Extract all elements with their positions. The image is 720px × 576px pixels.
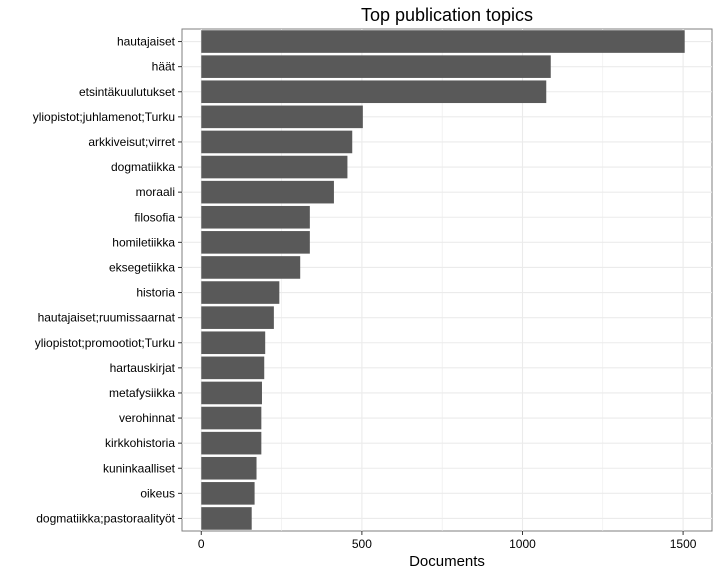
x-tick-label: 1500: [670, 537, 697, 551]
bar: [201, 205, 310, 229]
bar: [201, 431, 262, 455]
y-tick-label: häät: [152, 60, 176, 74]
y-tick-label: dogmatiikka;pastoraalityöt: [36, 511, 175, 525]
bar: [201, 482, 255, 505]
bar: [201, 281, 280, 304]
y-tick-label: filosofia: [134, 210, 175, 224]
bar: [201, 331, 266, 355]
y-tick-label: arkkiveisut;virret: [88, 135, 175, 149]
x-tick-label: 0: [198, 537, 205, 551]
y-tick-label: etsintäkuulutukset: [79, 85, 176, 99]
y-tick-label: historia: [136, 286, 175, 300]
bar: [201, 80, 547, 104]
y-tick-label: hautajaiset: [117, 35, 176, 49]
y-tick-label: yliopistot;juhlamenot;Turku: [33, 110, 175, 124]
y-axis: hautajaiset häät etsintäkuulutukset yliopis…: [33, 35, 182, 525]
x-axis-label: Documents: [409, 553, 485, 570]
y-tick-label: kirkkohistoria: [105, 436, 175, 450]
bar: [201, 256, 301, 279]
bar: [201, 105, 363, 129]
bar: [201, 406, 262, 430]
x-axis: 0 500 1000 1500: [198, 531, 697, 551]
y-tick-label: moraali: [136, 185, 175, 199]
plot-panel: [181, 28, 713, 532]
bar: [201, 306, 274, 329]
y-tick-label: metafysiikka: [109, 386, 175, 400]
bar: [201, 30, 685, 53]
bar: [201, 180, 334, 204]
y-tick-label: homiletiikka: [112, 235, 175, 249]
y-tick-label: yliopistot;promootiot;Turku: [35, 336, 175, 350]
y-tick-label: kuninkaalliset: [103, 461, 176, 475]
y-tick-label: verohinnat: [119, 411, 176, 425]
bar: [201, 381, 262, 405]
x-tick-label: 500: [352, 537, 372, 551]
y-tick-label: hartauskirjat: [110, 361, 176, 375]
y-tick-label: hautajaiset;ruumissaarnat: [38, 311, 176, 325]
y-tick-label: eksegetiikka: [109, 260, 175, 274]
chart-title: Top publication topics: [361, 5, 533, 25]
x-tick-label: 1000: [509, 537, 536, 551]
bar: [201, 155, 348, 179]
bar: [201, 356, 265, 380]
bar: [201, 456, 257, 480]
bar: [201, 55, 551, 78]
bars: [201, 30, 685, 530]
bar: [201, 231, 310, 254]
y-tick-label: dogmatiikka: [111, 160, 175, 174]
y-tick-label: oikeus: [140, 486, 175, 500]
bar: [201, 130, 353, 154]
bar: [201, 507, 252, 530]
